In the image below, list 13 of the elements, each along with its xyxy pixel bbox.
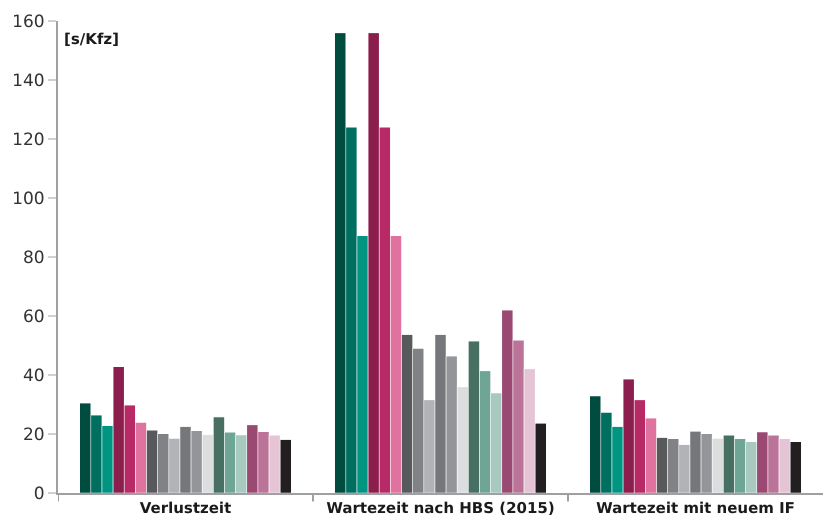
x-tick-label: Wartezeit mit neuem IF <box>596 499 795 517</box>
x-tick-label: Wartezeit nach HBS (2015) <box>326 499 555 517</box>
y-tick-label: 60 <box>22 306 45 327</box>
y-tick-label: 100 <box>12 188 45 209</box>
x-tick-label: Verlustzeit <box>140 499 232 517</box>
y-tick-label: 160 <box>12 12 45 32</box>
y-tick-label: 140 <box>12 70 45 91</box>
y-axis-title: [s/Kfz] <box>64 30 119 48</box>
y-tick-label: 40 <box>22 366 45 386</box>
y-tick-label: 120 <box>12 130 45 150</box>
y-tick-label: 80 <box>22 248 45 268</box>
y-tick-label: 0 <box>34 484 45 504</box>
y-tick-label: 20 <box>22 424 45 445</box>
